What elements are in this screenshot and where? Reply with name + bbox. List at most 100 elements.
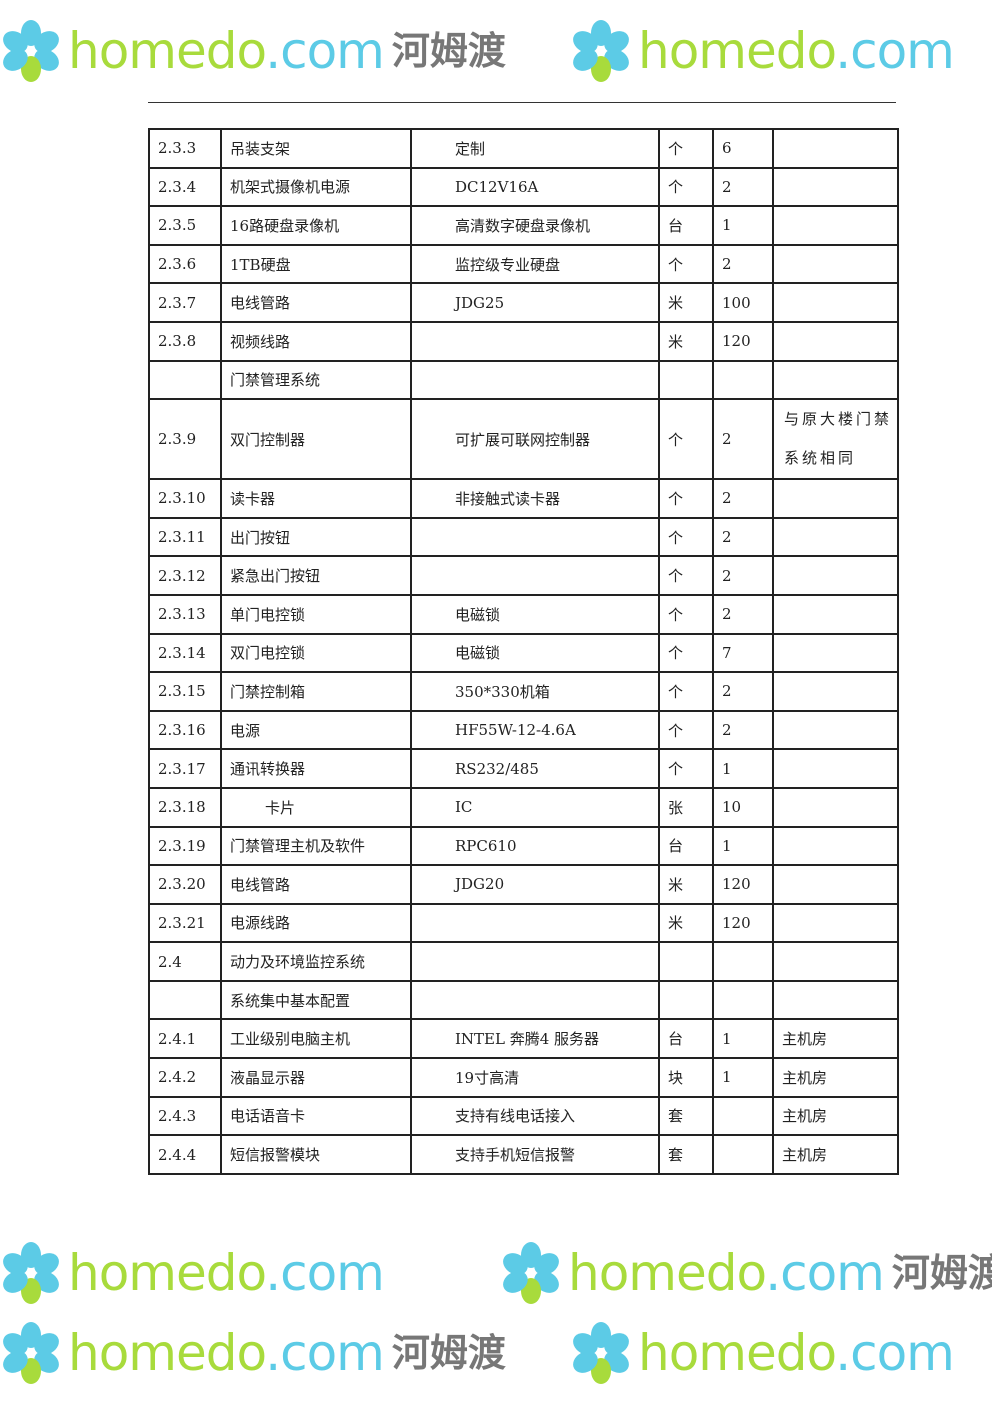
cell-unit: 个 bbox=[658, 166, 714, 208]
cell-spec: 定制 bbox=[410, 128, 660, 169]
cell-name: 门禁管理系统 bbox=[220, 359, 412, 401]
cell-note bbox=[772, 593, 899, 635]
cell-quantity: 2 bbox=[712, 516, 774, 558]
cell-number: 2.4.4 bbox=[148, 1134, 222, 1175]
cell-unit: 个 bbox=[658, 128, 714, 169]
cell-number: 2.3.9 bbox=[148, 398, 222, 481]
cell-note bbox=[772, 902, 899, 944]
table-row: 2.4.3 电话语音卡 支持有线电话接入套 主机房 bbox=[148, 1095, 899, 1137]
cell-spec: HF55W-12-4.6A bbox=[410, 709, 660, 751]
cell-note bbox=[772, 825, 899, 867]
cell-note bbox=[772, 555, 899, 596]
cell-quantity: 2 bbox=[712, 243, 774, 285]
cell-name: 工业级别电脑主机 bbox=[220, 1018, 412, 1060]
cell-quantity: 1 bbox=[712, 1057, 774, 1098]
cell-unit: 个 bbox=[658, 555, 714, 596]
table-row: 2.3.11 出门按钮 个 2 bbox=[148, 516, 899, 558]
cell-quantity bbox=[712, 1095, 774, 1137]
cell-spec: RPC610 bbox=[410, 825, 660, 867]
table-row: 2.4.4 短信报警模块 支持手机短信报警套 主机房 bbox=[148, 1134, 899, 1175]
cell-name: 电源线路 bbox=[220, 902, 412, 944]
cell-quantity: 1 bbox=[712, 748, 774, 789]
cell-spec bbox=[410, 555, 660, 596]
cell-unit: 套 bbox=[658, 1095, 714, 1137]
table-row: 2.3.9 双门控制器 可扩展可联网控制器个 2 与原大楼门禁系统相同 bbox=[148, 398, 899, 481]
cell-name: 电话语音卡 bbox=[220, 1095, 412, 1137]
cell-note bbox=[772, 632, 899, 674]
cell-number: 2.4.2 bbox=[148, 1057, 222, 1098]
cell-quantity: 120 bbox=[712, 864, 774, 905]
cell-quantity: 2 bbox=[712, 555, 774, 596]
cell-name: 16路硬盘录像机 bbox=[220, 205, 412, 246]
flower-logo-icon bbox=[0, 20, 63, 82]
cell-note bbox=[772, 979, 899, 1021]
cell-quantity: 2 bbox=[712, 671, 774, 712]
cell-unit: 米 bbox=[658, 320, 714, 362]
homedo-watermark: homedo.com 河姆渡 bbox=[0, 1322, 506, 1384]
cell-name: 动力及环境监控系统 bbox=[220, 941, 412, 982]
cell-spec: 可扩展可联网控制器 bbox=[410, 398, 660, 481]
cell-spec bbox=[410, 516, 660, 558]
cell-note bbox=[772, 748, 899, 789]
table-row: 2.3.8 视频线路 米 120 bbox=[148, 320, 899, 362]
table-row: 2.4 动力及环境监控系统 bbox=[148, 941, 899, 982]
cell-unit: 台 bbox=[658, 1018, 714, 1060]
cell-unit: 台 bbox=[658, 825, 714, 867]
cell-quantity: 1 bbox=[712, 205, 774, 246]
cell-number: 2.4.1 bbox=[148, 1018, 222, 1060]
cell-quantity bbox=[712, 1134, 774, 1175]
cell-name: 吊装支架 bbox=[220, 128, 412, 169]
cell-unit: 米 bbox=[658, 282, 714, 323]
cell-number: 2.4.3 bbox=[148, 1095, 222, 1137]
cell-unit: 个 bbox=[658, 748, 714, 789]
cell-name: 读卡器 bbox=[220, 478, 412, 519]
cell-unit bbox=[658, 359, 714, 401]
cell-quantity: 120 bbox=[712, 902, 774, 944]
cell-quantity: 2 bbox=[712, 478, 774, 519]
cell-quantity: 100 bbox=[712, 282, 774, 323]
cell-number: 2.3.21 bbox=[148, 902, 222, 944]
header-rule bbox=[148, 102, 896, 103]
cell-quantity bbox=[712, 979, 774, 1021]
cell-name: 电源 bbox=[220, 709, 412, 751]
cell-spec: RS232/485 bbox=[410, 748, 660, 789]
watermark-cn: 河姆渡 bbox=[891, 1251, 992, 1295]
table-row: 2.4.2 液晶显示器 19寸高清块 1 主机房 bbox=[148, 1057, 899, 1098]
cell-unit: 块 bbox=[658, 1057, 714, 1098]
cell-unit: 个 bbox=[658, 478, 714, 519]
cell-note: 主机房 bbox=[772, 1057, 899, 1098]
cell-quantity: 10 bbox=[712, 786, 774, 828]
table-row: 2.3.13 单门电控锁 电磁锁个 2 bbox=[148, 593, 899, 635]
cell-name: 门禁管理主机及软件 bbox=[220, 825, 412, 867]
cell-spec: IC bbox=[410, 786, 660, 828]
cell-name: 电线管路 bbox=[220, 282, 412, 323]
cell-number: 2.3.15 bbox=[148, 671, 222, 712]
table-row: 2.3.15 门禁控制箱 350*330机箱个 2 bbox=[148, 671, 899, 712]
homedo-watermark: homedo.com 河姆渡 bbox=[499, 1242, 992, 1304]
cell-unit bbox=[658, 941, 714, 982]
cell-spec: 支持有线电话接入 bbox=[410, 1095, 660, 1137]
cell-name: 紧急出门按钮 bbox=[220, 555, 412, 596]
cell-note bbox=[772, 864, 899, 905]
cell-spec bbox=[410, 320, 660, 362]
cell-note bbox=[772, 243, 899, 285]
cell-note bbox=[772, 478, 899, 519]
table-row: 2.3.6 1TB硬盘 监控级专业硬盘个 2 bbox=[148, 243, 899, 285]
cell-spec: 非接触式读卡器 bbox=[410, 478, 660, 519]
cell-spec: 电磁锁 bbox=[410, 593, 660, 635]
cell-number bbox=[148, 359, 222, 401]
cell-unit: 套 bbox=[658, 1134, 714, 1175]
cell-name: 双门控制器 bbox=[220, 398, 412, 481]
cell-note: 与原大楼门禁系统相同 bbox=[772, 398, 899, 481]
table-row: 2.3.5 16路硬盘录像机 高清数字硬盘录像机台 1 bbox=[148, 205, 899, 246]
cell-number: 2.3.6 bbox=[148, 243, 222, 285]
cell-name: 通讯转换器 bbox=[220, 748, 412, 789]
cell-spec: DC12V16A bbox=[410, 166, 660, 208]
cell-number: 2.3.3 bbox=[148, 128, 222, 169]
cell-spec: 支持手机短信报警 bbox=[410, 1134, 660, 1175]
cell-name: 电线管路 bbox=[220, 864, 412, 905]
cell-quantity: 1 bbox=[712, 1018, 774, 1060]
homedo-watermark: homedo.com bbox=[569, 20, 955, 82]
table-row: 2.3.10 读卡器 非接触式读卡器个 2 bbox=[148, 478, 899, 519]
cell-quantity: 7 bbox=[712, 632, 774, 674]
